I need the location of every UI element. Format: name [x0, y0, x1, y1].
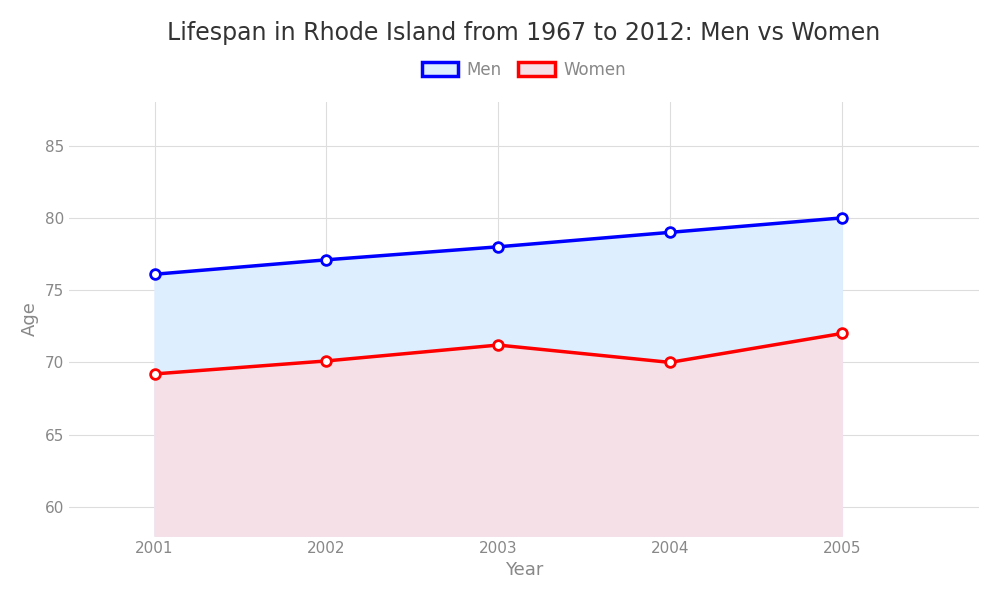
Title: Lifespan in Rhode Island from 1967 to 2012: Men vs Women: Lifespan in Rhode Island from 1967 to 20… [167, 21, 881, 45]
X-axis label: Year: Year [505, 561, 543, 579]
Y-axis label: Age: Age [21, 302, 39, 337]
Legend: Men, Women: Men, Women [415, 55, 633, 86]
